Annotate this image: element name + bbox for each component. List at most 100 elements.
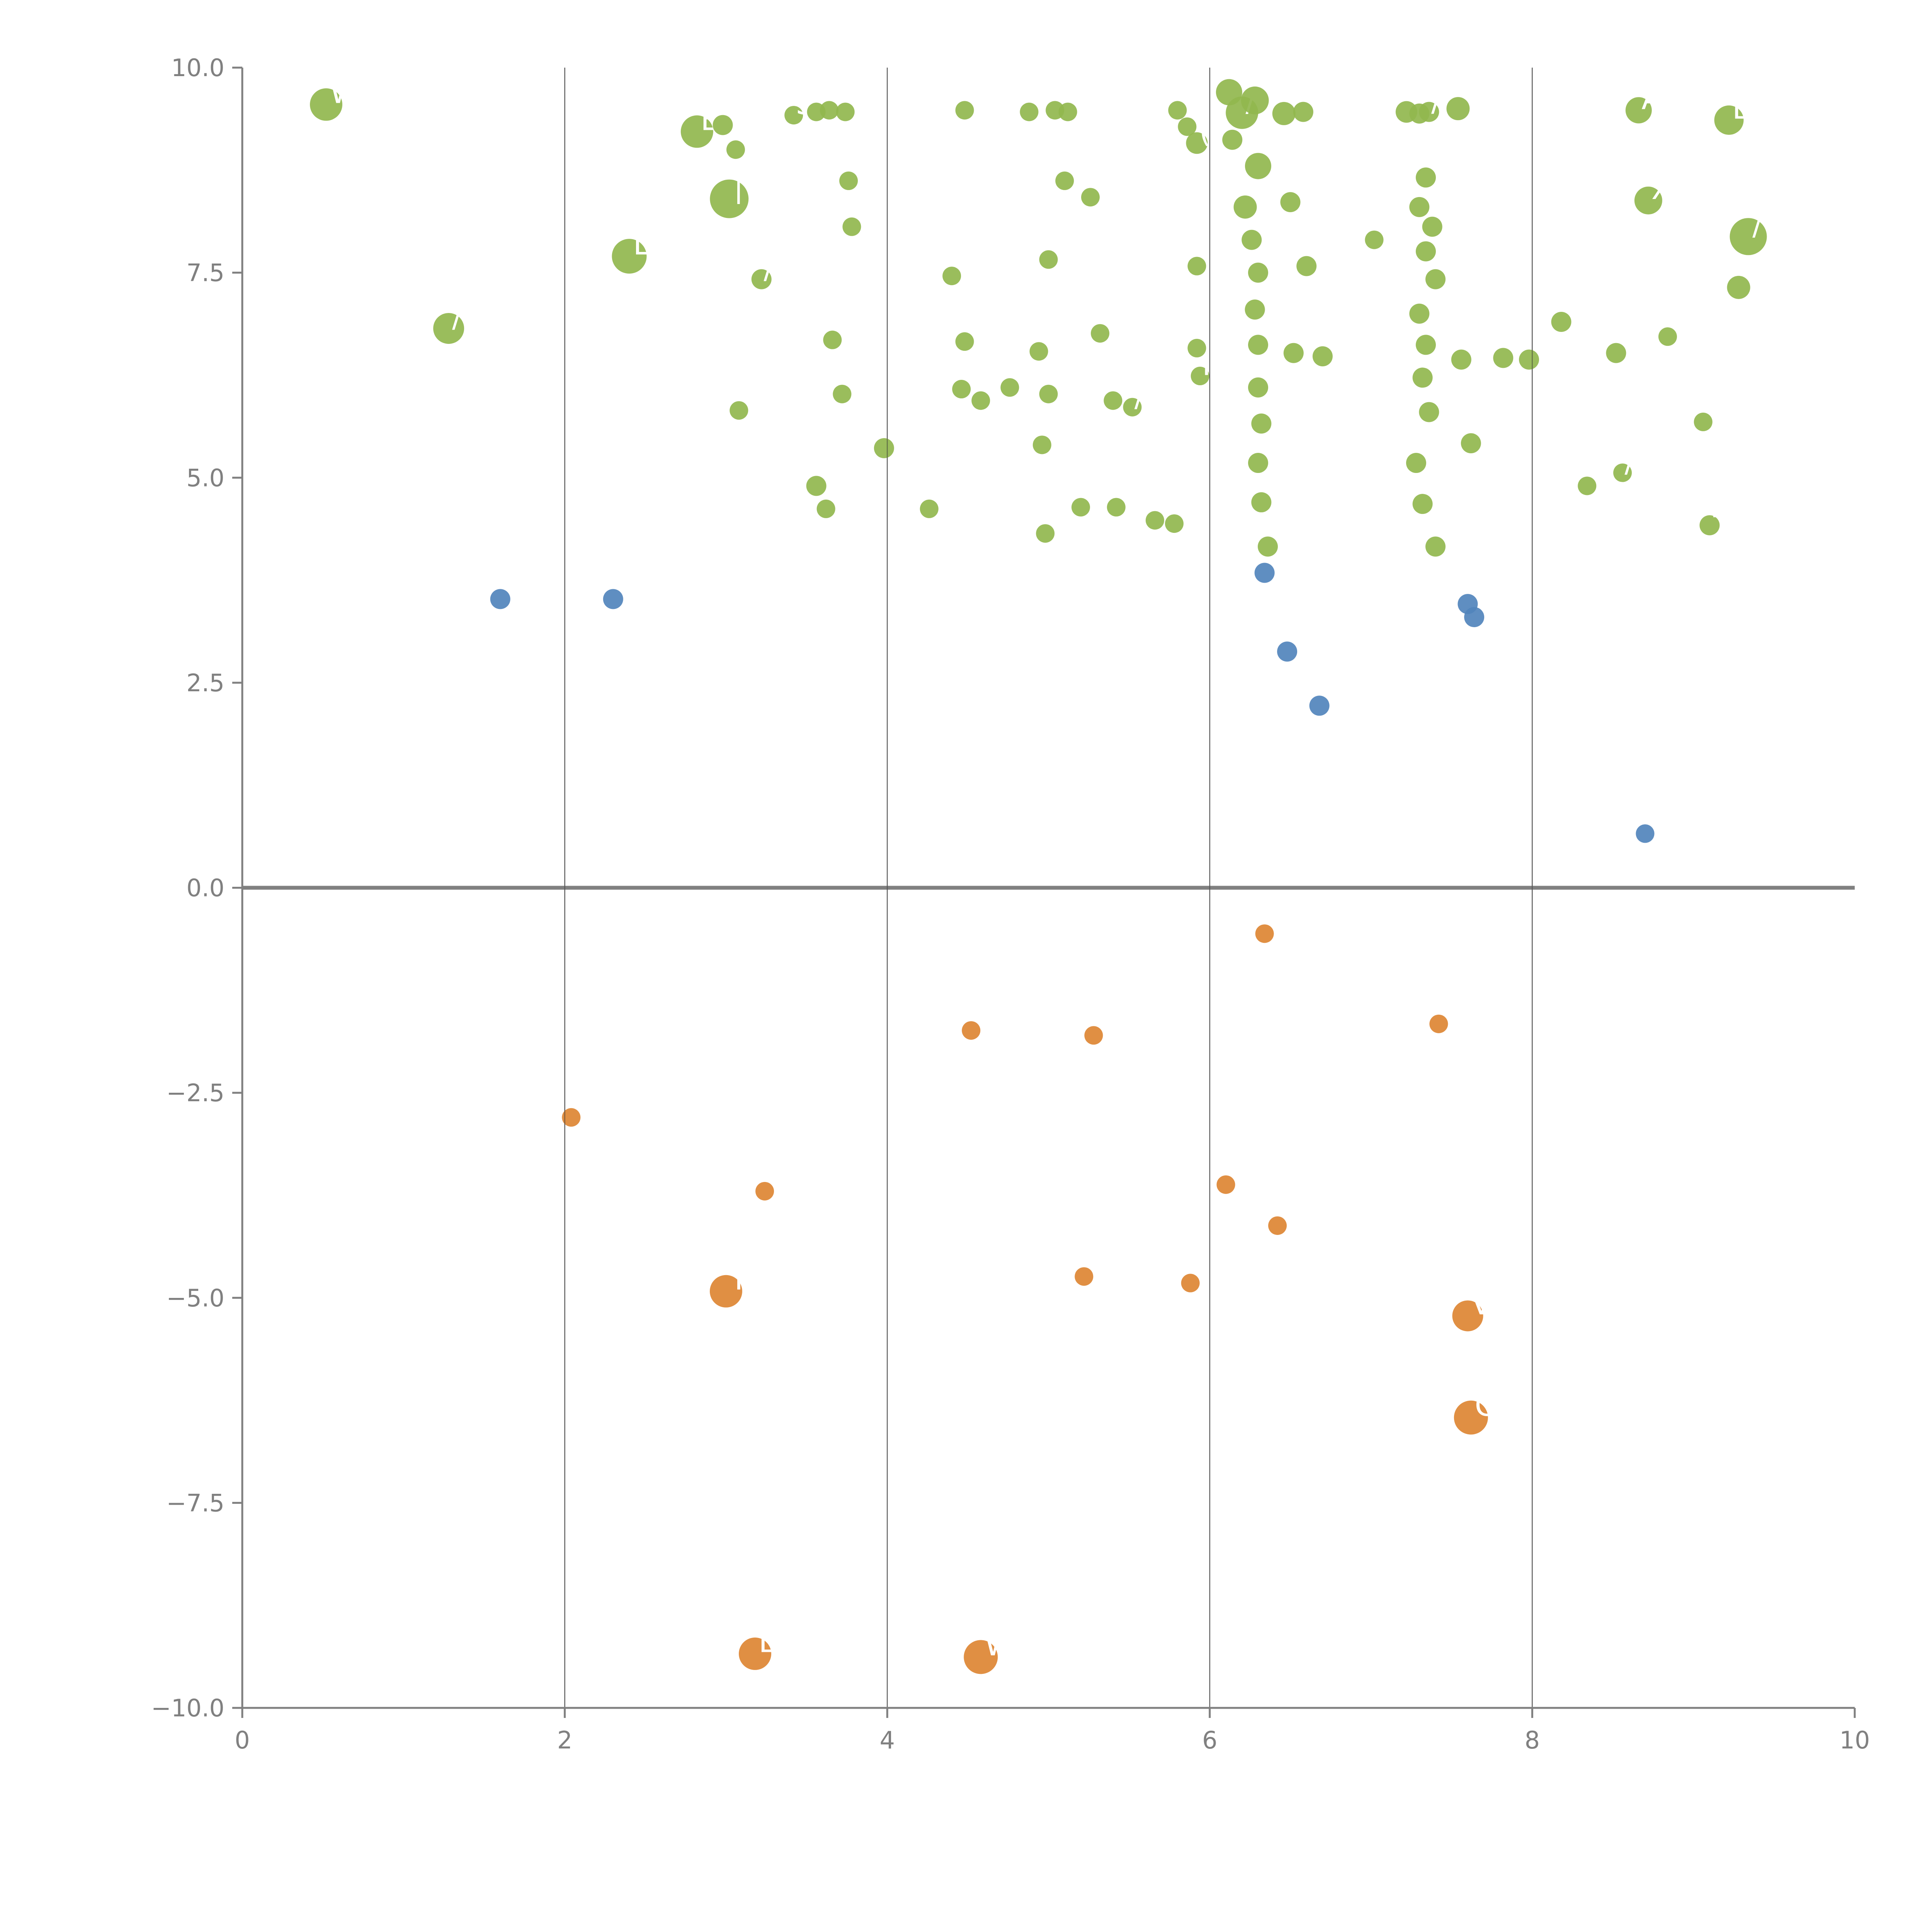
marker-green-21[interactable] [955,101,974,120]
marker-green-58[interactable] [1245,299,1265,320]
marker-green-103[interactable] [1727,276,1750,299]
marker-green-98[interactable] [1634,186,1662,214]
marker-orange-12[interactable] [1454,1400,1488,1435]
marker-green-37[interactable] [1081,188,1100,207]
marker-green-79[interactable] [1425,269,1446,289]
marker-orange-14[interactable] [964,1640,998,1674]
marker-green-81[interactable] [1415,335,1436,355]
marker-green-4[interactable] [710,179,749,218]
marker-green-55[interactable] [1233,195,1257,219]
marker-green-33[interactable] [1039,384,1058,403]
marker-green-80[interactable] [1409,303,1430,324]
marker-green-20[interactable] [920,499,939,518]
marker-green-0[interactable] [310,88,342,121]
marker-green-27[interactable] [1020,102,1039,121]
marker-blue-4[interactable] [1309,696,1330,716]
marker-green-97[interactable] [1658,327,1677,346]
marker-green-8[interactable] [730,401,748,420]
marker-green-87[interactable] [1446,97,1470,121]
marker-green-68[interactable] [1296,256,1317,276]
marker-blue-7[interactable] [1636,824,1655,843]
marker-orange-3[interactable] [1429,1014,1448,1033]
marker-green-84[interactable] [1406,453,1426,473]
marker-green-78[interactable] [1415,241,1436,262]
marker-orange-1[interactable] [962,1021,981,1040]
marker-green-36[interactable] [1071,498,1090,517]
marker-green-26[interactable] [1000,378,1019,397]
marker-blue-6[interactable] [1464,607,1485,628]
marker-orange-7[interactable] [1268,1216,1287,1235]
marker-green-23[interactable] [955,332,974,351]
marker-green-61[interactable] [1251,413,1272,434]
marker-green-85[interactable] [1412,494,1433,514]
marker-green-40[interactable] [1123,398,1142,417]
marker-green-88[interactable] [1451,349,1471,370]
marker-green-13[interactable] [839,171,858,190]
marker-green-95[interactable] [1613,463,1632,482]
marker-green-14[interactable] [842,217,861,236]
marker-green-93[interactable] [1578,476,1597,495]
marker-orange-0[interactable] [1255,924,1274,943]
marker-green-31[interactable] [1039,250,1058,269]
marker-orange-11[interactable] [1452,1300,1483,1332]
marker-green-45[interactable] [1178,117,1197,136]
marker-green-83[interactable] [1419,402,1439,422]
marker-orange-5[interactable] [755,1182,774,1201]
marker-green-75[interactable] [1415,167,1436,188]
marker-green-52[interactable] [1222,129,1243,150]
marker-green-22[interactable] [942,267,961,286]
marker-green-99[interactable] [1694,412,1713,431]
marker-green-48[interactable] [1187,338,1206,357]
marker-green-24[interactable] [952,380,971,399]
marker-blue-1[interactable] [603,589,623,609]
marker-blue-2[interactable] [1254,563,1275,583]
marker-green-1[interactable] [433,313,464,344]
marker-green-2[interactable] [612,239,647,274]
marker-orange-13[interactable] [739,1637,772,1670]
marker-green-12[interactable] [836,102,855,121]
marker-green-11[interactable] [820,101,838,120]
marker-green-30[interactable] [1055,171,1074,190]
marker-green-16[interactable] [833,384,852,403]
marker-green-59[interactable] [1248,335,1268,355]
marker-green-5[interactable] [713,115,733,135]
marker-green-6[interactable] [726,140,745,159]
marker-green-67[interactable] [1280,192,1301,213]
marker-green-101[interactable] [1714,105,1744,135]
marker-orange-2[interactable] [1084,1026,1103,1045]
marker-green-35[interactable] [1036,524,1055,543]
marker-green-42[interactable] [1145,511,1164,530]
marker-orange-4[interactable] [562,1108,581,1127]
marker-green-9[interactable] [784,106,803,125]
marker-green-71[interactable] [1365,230,1384,249]
marker-green-43[interactable] [1165,514,1184,533]
marker-green-92[interactable] [1551,311,1571,332]
marker-green-38[interactable] [1091,324,1110,343]
marker-orange-6[interactable] [1216,1175,1235,1194]
marker-green-54[interactable] [1245,153,1271,179]
marker-green-86[interactable] [1425,536,1446,557]
marker-blue-0[interactable] [490,589,510,609]
marker-green-49[interactable] [1190,367,1209,386]
marker-orange-8[interactable] [1075,1267,1094,1286]
marker-green-64[interactable] [1258,536,1278,557]
marker-green-82[interactable] [1412,367,1433,388]
marker-orange-9[interactable] [1181,1274,1200,1293]
marker-green-56[interactable] [1242,230,1262,250]
marker-green-34[interactable] [1032,435,1051,454]
marker-green-29[interactable] [1058,102,1077,121]
marker-green-69[interactable] [1283,343,1304,363]
marker-green-46[interactable] [1186,132,1208,154]
marker-green-62[interactable] [1248,453,1268,473]
marker-green-25[interactable] [971,391,990,410]
marker-blue-3[interactable] [1277,641,1298,662]
marker-green-18[interactable] [816,499,835,518]
marker-green-76[interactable] [1409,197,1430,217]
marker-green-7[interactable] [751,269,772,289]
marker-green-90[interactable] [1493,348,1514,368]
marker-green-41[interactable] [1107,498,1126,517]
marker-green-32[interactable] [1029,342,1048,361]
marker-green-17[interactable] [806,476,827,496]
marker-green-53[interactable] [1241,86,1269,114]
marker-green-91[interactable] [1519,349,1539,370]
